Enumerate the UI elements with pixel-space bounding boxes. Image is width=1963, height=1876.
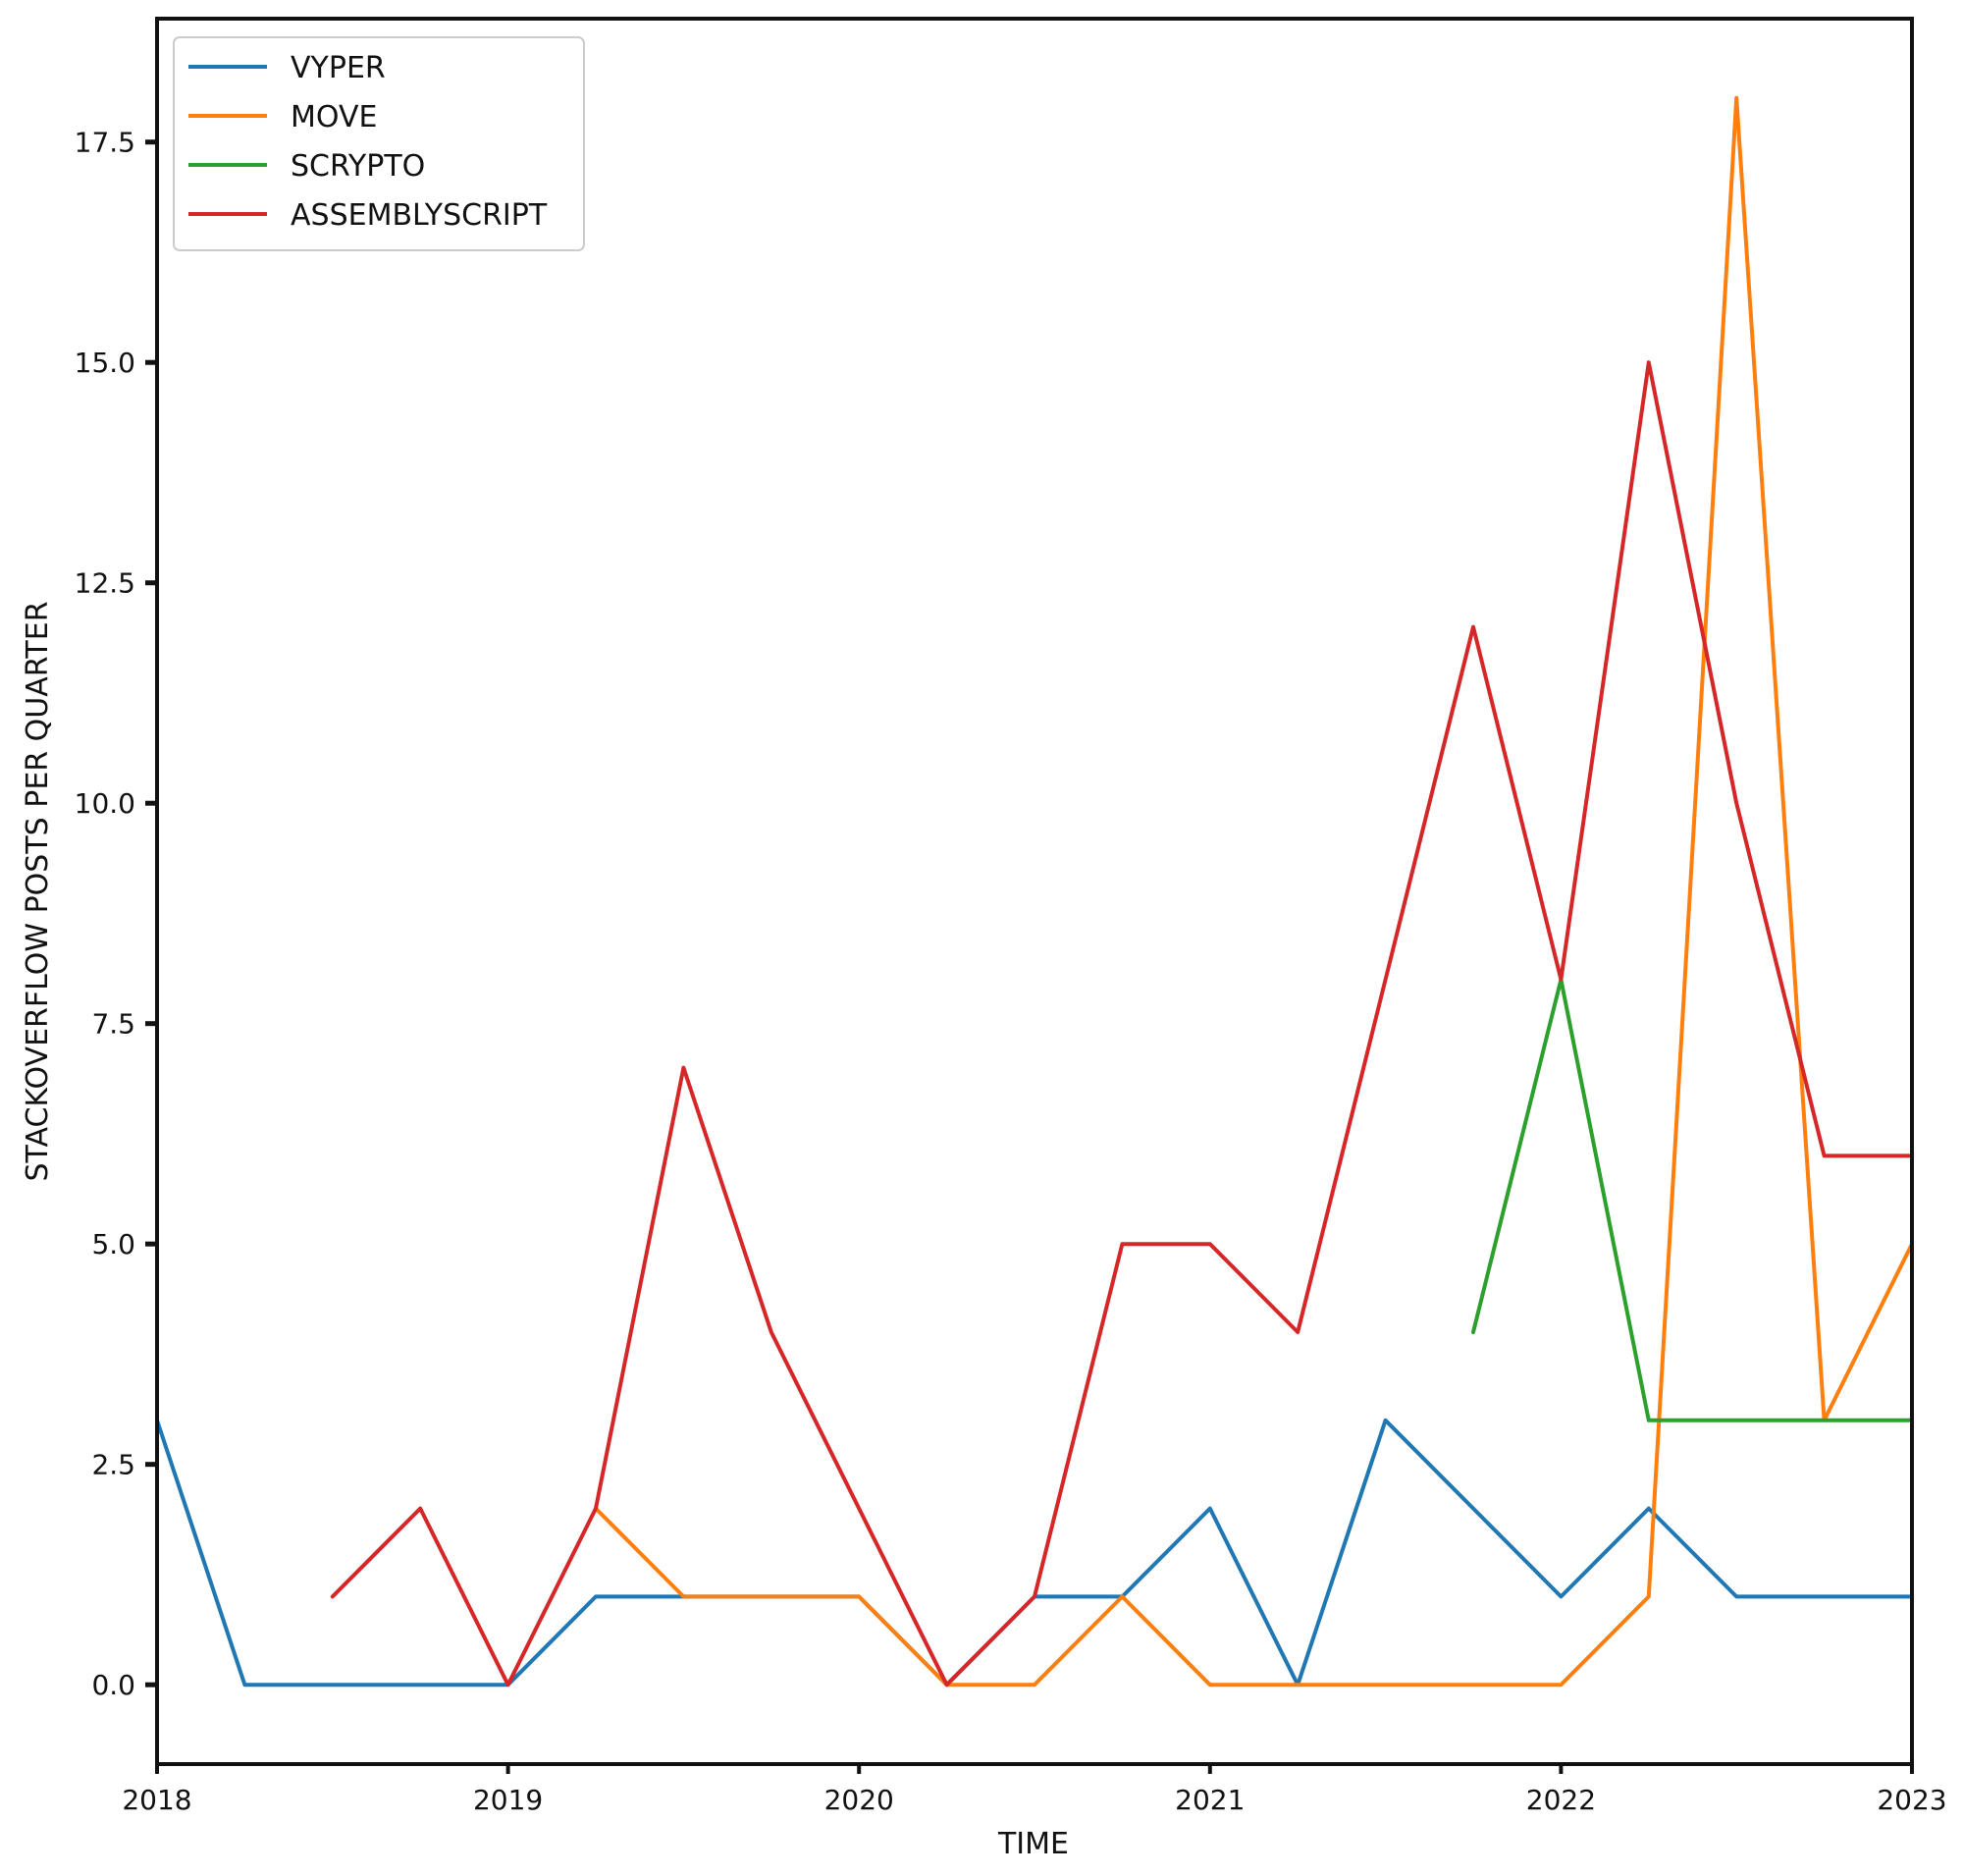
x-tick-label: 2022: [1526, 1784, 1596, 1816]
x-axis-label: TIME: [997, 1827, 1069, 1861]
legend-label-vyper: VYPER: [291, 51, 386, 85]
y-tick-label: 7.5: [91, 1008, 135, 1041]
x-tick-label: 2021: [1175, 1784, 1245, 1816]
legend: VYPER MOVE SCRYPTO ASSEMBLYSCRIPT: [173, 36, 585, 251]
y-tick-label: 10.0: [75, 787, 135, 820]
x-tick-label: 2023: [1877, 1784, 1946, 1816]
plot-frame: [155, 17, 1914, 1766]
series-layer: [155, 95, 1914, 1688]
y-tick-label: 15.0: [75, 347, 135, 379]
x-tick-label: 2018: [122, 1784, 191, 1816]
legend-label-assemblyscript: ASSEMBLYSCRIPT: [291, 198, 548, 233]
legend-box: [173, 36, 585, 251]
y-tick-label: 2.5: [91, 1449, 135, 1481]
series-line-assemblyscript: [330, 360, 1914, 1688]
y-axis-label: STACKOVERFLOW POSTS PER QUARTER: [21, 601, 55, 1181]
y-tick-label: 0.0: [91, 1669, 135, 1701]
y-tick-label: 17.5: [75, 127, 135, 159]
y-tick-label: 5.0: [91, 1228, 135, 1260]
x-tick-label: 2020: [824, 1784, 894, 1816]
series-line-scrypto: [1471, 977, 1914, 1422]
legend-label-scrypto: SCRYPTO: [291, 149, 425, 184]
legend-label-move: MOVE: [291, 100, 377, 134]
x-tick-label: 2019: [473, 1784, 543, 1816]
y-axis: 0.0 2.5 5.0 7.5 10.0 12.5 15.0 17.5: [75, 127, 157, 1701]
x-axis: 2018 2019 2020 2021 2022 2023: [122, 1764, 1947, 1816]
y-tick-label: 12.5: [75, 567, 135, 600]
series-line-move: [594, 95, 1914, 1688]
